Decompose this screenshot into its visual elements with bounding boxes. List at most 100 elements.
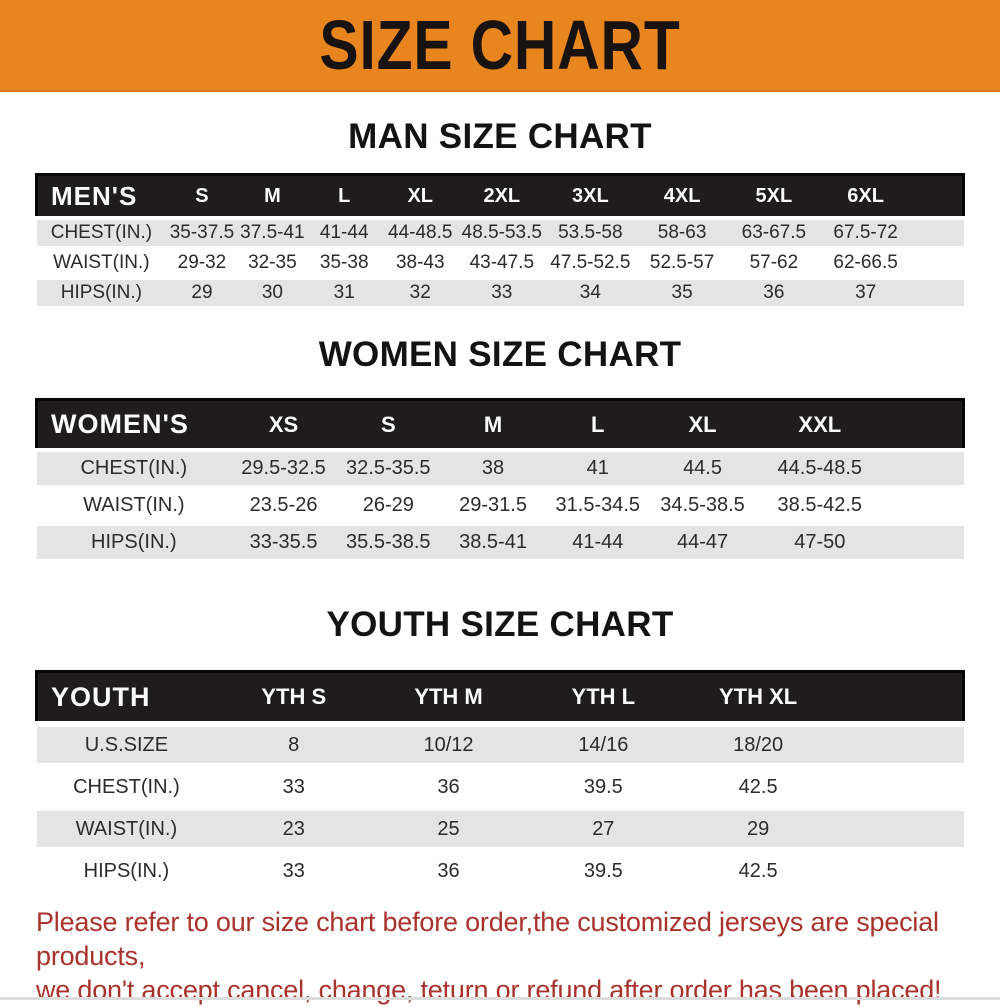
- row-label-cell: U.S.SIZE: [36, 721, 217, 766]
- filler-cell: [884, 448, 964, 487]
- measurement-cell: 33: [216, 847, 372, 889]
- measurement-cell: 37: [819, 276, 912, 306]
- table-title-cell: WOMEN'S: [35, 398, 232, 452]
- table-header-row: WOMEN'S XS S M L XL XXL: [35, 398, 965, 452]
- row-label-cell: HIPS(IN.): [36, 847, 217, 889]
- size-column-header: 4XL: [636, 173, 728, 220]
- measurement-cell: 44-48.5: [381, 216, 460, 248]
- size-column-header: S: [335, 398, 441, 452]
- measurement-cell: 44-47: [650, 522, 755, 559]
- row-label-cell: CHEST(IN.): [36, 763, 217, 808]
- measurement-cell: 29-32: [166, 246, 238, 278]
- table-row: HIPS(IN.) 33-35.5 35.5-38.5 38.5-41 41-44 44-…: [36, 522, 964, 559]
- size-column-header: 5XL: [727, 173, 820, 220]
- disclaimer-line: we don't accept cancel, change, teturn o…: [36, 975, 942, 1005]
- measurement-cell: 62-66.5: [819, 246, 912, 278]
- measurement-cell: 35.5-38.5: [335, 522, 441, 559]
- size-column-header: YTH S: [216, 670, 372, 726]
- filler-cell: [835, 763, 964, 808]
- measurement-cell: 58-63: [636, 216, 728, 248]
- row-label-cell: WAIST(IN.): [36, 246, 167, 278]
- table-header-row: MEN'S S M L XL 2XL 3XL 4XL 5XL 6XL: [35, 173, 965, 220]
- filler-cell: [884, 485, 964, 524]
- measurement-cell: 23.5-26: [231, 485, 336, 524]
- women-size-table: WOMEN'S XS S M L XL XXL CHEST(IN.) 29.5-32.5 32.5…: [35, 398, 965, 559]
- measurement-cell: 63-67.5: [727, 216, 820, 248]
- measurement-cell: 39.5: [525, 847, 681, 889]
- measurement-cell: 27: [525, 805, 681, 850]
- size-column-header: 3XL: [544, 173, 637, 220]
- size-column-header: XL: [381, 173, 460, 220]
- measurement-cell: 35-38: [307, 246, 382, 278]
- banner-title: SIZE CHART: [319, 6, 681, 84]
- measurement-cell: 33-35.5: [231, 522, 336, 559]
- row-label-cell: WAIST(IN.): [36, 805, 217, 850]
- measurement-cell: 38.5-41: [440, 522, 546, 559]
- measurement-cell: 42.5: [680, 847, 836, 889]
- measurement-cell: 41-44: [545, 522, 651, 559]
- row-label-cell: CHEST(IN.): [36, 448, 232, 487]
- table-title-cell: MEN'S: [35, 173, 167, 220]
- measurement-cell: 31: [307, 276, 382, 306]
- measurement-cell: 30: [237, 276, 308, 306]
- filler-cell: [884, 398, 965, 452]
- measurement-cell: 41-44: [307, 216, 382, 248]
- table-row: CHEST(IN.) 35-37.5 37.5-41 41-44 44-48.5 48.5…: [36, 216, 964, 248]
- measurement-cell: 36: [371, 847, 526, 889]
- table-header-row: YOUTH YTH S YTH M YTH L YTH XL: [35, 670, 965, 726]
- size-column-header: XL: [650, 398, 755, 452]
- measurement-cell: 26-29: [335, 485, 441, 524]
- size-column-header: YTH M: [371, 670, 526, 726]
- filler-cell: [835, 805, 964, 850]
- youth-size-chart-heading: YOUTH SIZE CHART: [326, 605, 674, 644]
- table-row: HIPS(IN.) 29 30 31 32 33 34 35 36 37: [36, 276, 964, 306]
- size-column-header: YTH XL: [680, 670, 836, 726]
- size-column-header: 2XL: [459, 173, 545, 220]
- measurement-cell: 10/12: [371, 721, 526, 766]
- table-row: CHEST(IN.) 29.5-32.5 32.5-35.5 38 41 44.5 44.5…: [36, 448, 964, 487]
- measurement-cell: 57-62: [727, 246, 820, 278]
- table-row: WAIST(IN.) 29-32 32-35 35-38 38-43 43-47.5 47.…: [36, 246, 964, 278]
- measurement-cell: 44.5: [650, 448, 755, 487]
- measurement-cell: 32: [381, 276, 460, 306]
- filler-cell: [911, 246, 964, 278]
- measurement-cell: 29: [680, 805, 836, 850]
- filler-cell: [884, 522, 964, 559]
- measurement-cell: 18/20: [680, 721, 836, 766]
- table-row: WAIST(IN.) 23 25 27 29: [36, 805, 964, 850]
- bottom-edge-line: [0, 997, 1000, 1000]
- measurement-cell: 39.5: [525, 763, 681, 808]
- measurement-cell: 25: [371, 805, 526, 850]
- measurement-cell: 44.5-48.5: [754, 448, 885, 487]
- filler-cell: [911, 173, 965, 220]
- measurement-cell: 33: [459, 276, 545, 306]
- size-column-header: M: [237, 173, 308, 220]
- measurement-cell: 23: [216, 805, 372, 850]
- size-column-header: XXL: [754, 398, 885, 452]
- filler-cell: [835, 721, 964, 766]
- row-label-cell: CHEST(IN.): [36, 216, 167, 248]
- measurement-cell: 14/16: [525, 721, 681, 766]
- size-column-header: S: [166, 173, 238, 220]
- measurement-cell: 67.5-72: [819, 216, 912, 248]
- size-column-header: YTH L: [525, 670, 681, 726]
- size-column-header: M: [440, 398, 546, 452]
- measurement-cell: 41: [545, 448, 651, 487]
- measurement-cell: 38.5-42.5: [754, 485, 885, 524]
- disclaimer-line: Please refer to our size chart before or…: [36, 907, 939, 971]
- measurement-cell: 36: [371, 763, 526, 808]
- measurement-cell: 35: [636, 276, 728, 306]
- size-column-header: 6XL: [819, 173, 912, 220]
- filler-cell: [835, 847, 964, 889]
- size-chart-banner: SIZE CHART: [0, 0, 1000, 92]
- measurement-cell: 8: [216, 721, 372, 766]
- measurement-cell: 34.5-38.5: [650, 485, 755, 524]
- table-row: CHEST(IN.) 33 36 39.5 42.5: [36, 763, 964, 808]
- measurement-cell: 29.5-32.5: [231, 448, 336, 487]
- row-label-cell: HIPS(IN.): [36, 276, 167, 306]
- measurement-cell: 32-35: [237, 246, 308, 278]
- filler-cell: [835, 670, 965, 726]
- table-row: U.S.SIZE 8 10/12 14/16 18/20: [36, 721, 964, 766]
- table-title-cell: YOUTH: [35, 670, 217, 726]
- youth-size-table: YOUTH YTH S YTH M YTH L YTH XL U.S.SIZE 8 10/12…: [35, 670, 965, 889]
